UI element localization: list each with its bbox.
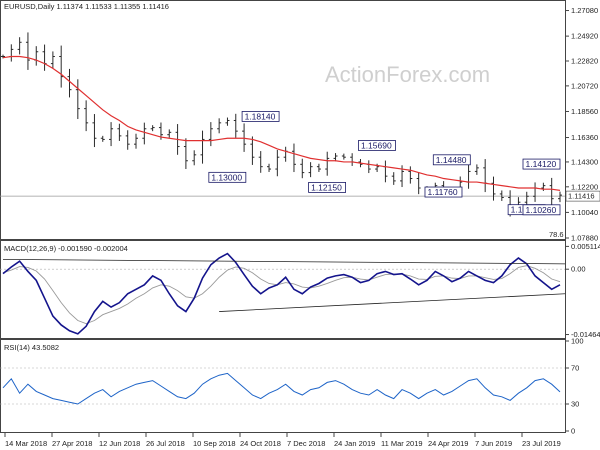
macd-upper-trendline <box>2 258 566 265</box>
price-ytick-label: 1.18560 <box>571 107 598 116</box>
macd-line <box>2 252 561 335</box>
macd-ytick-label: 0.00 <box>571 265 586 274</box>
x-tick-label: 23 Jul 2019 <box>522 439 561 448</box>
watermark: ActionForex.com <box>325 62 490 87</box>
level-annotation: 1.12150 <box>311 182 342 192</box>
level-annotation: 1.18140 <box>245 111 276 121</box>
macd-panel-frame <box>0 240 566 339</box>
x-tick-label: 7 Dec 2018 <box>287 439 325 448</box>
macd-lower-trendline <box>219 293 566 312</box>
level-annotation-box <box>424 186 463 198</box>
rsi-plot: 100 70 30 0 <box>0 337 584 436</box>
rsi-line <box>2 372 561 405</box>
rsi-ytick-label: 100 <box>571 337 584 346</box>
x-tick-label: 24 Apr 2019 <box>428 439 468 448</box>
price-ytick-label: 1.16360 <box>571 133 598 142</box>
level-annotation: 1.10260 <box>526 205 557 215</box>
rsi-ytick-label: 0 <box>571 427 575 436</box>
x-tick-label: 24 Jan 2019 <box>334 439 375 448</box>
level-annotation: 1.14120 <box>526 159 557 169</box>
last-price-box <box>565 190 600 202</box>
x-tick-label: 24 Oct 2018 <box>240 439 281 448</box>
level-annotation-box <box>208 171 247 183</box>
macd-ytick-label: -0.014647 <box>571 330 600 339</box>
price-ytick-label: 1.27080 <box>571 6 598 15</box>
price-ytick-label: 1.07880 <box>571 234 598 243</box>
level-annotation: 1.14480 <box>436 155 467 165</box>
level-annotation-box <box>308 182 346 193</box>
rsi-ytick-label: 30 <box>571 400 579 409</box>
price-ytick-label: 1.12200 <box>571 182 598 191</box>
level-annotation: 1.13000 <box>211 172 242 182</box>
level-annotation-box <box>241 111 280 122</box>
level-annotation: 1.11760 <box>427 187 457 197</box>
x-tick-label: 10 Sep 2018 <box>193 439 236 448</box>
macd-plot: 0.005114 0.00 -0.014647 <box>0 242 600 339</box>
x-tick-label: 26 Jul 2018 <box>146 439 185 448</box>
price-ytick-label: 1.22820 <box>571 57 598 66</box>
x-axis: 14 Mar 2018 27 Apr 2018 12 Jun 2018 26 Jul … <box>4 433 561 448</box>
macd-signal-line <box>2 265 561 325</box>
rsi-panel-frame <box>0 339 566 433</box>
price-plot: 1.27080 1.24920 1.22820 1.20720 1.18560 1.163… <box>0 6 600 243</box>
level-annotation-box <box>432 154 471 166</box>
x-tick-label: 11 Mar 2019 <box>381 439 423 448</box>
price-ytick-label: 1.10040 <box>571 208 598 217</box>
fib-label: 78.6 <box>549 230 564 239</box>
rsi-ytick-label: 70 <box>571 364 579 373</box>
x-tick-label: 14 Mar 2018 <box>5 439 47 448</box>
last-price-label: 1.11416 <box>568 192 595 201</box>
level-annotation: 1.15690 <box>361 140 392 150</box>
price-ytick-label: 1.14300 <box>571 157 598 166</box>
macd-ytick-label: 0.005114 <box>571 242 600 251</box>
price-ytick-label: 1.20720 <box>571 81 598 90</box>
price-panel-frame <box>0 0 566 240</box>
level-annotation-box <box>522 158 561 170</box>
x-tick-label: 12 Jun 2018 <box>99 439 140 448</box>
rsi-header: RSI(14) 43.5082 <box>4 343 59 352</box>
x-tick-label: 27 Apr 2018 <box>52 439 92 448</box>
moving-average-line <box>2 55 561 191</box>
price-ytick-label: 1.24920 <box>571 32 598 41</box>
level-annotation-box <box>522 204 561 216</box>
level-annotation-box <box>358 140 396 151</box>
price-header: EURUSD,Daily 1.11374 1.11533 1.11355 1.1… <box>4 2 169 11</box>
macd-header: MACD(12,26,9) -0.001590 -0.002004 <box>4 244 128 253</box>
x-tick-label: 7 Jun 2019 <box>475 439 512 448</box>
